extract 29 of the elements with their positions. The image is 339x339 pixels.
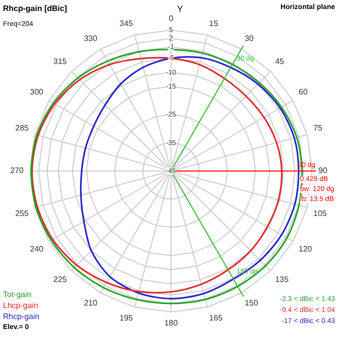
chart-title: Rhcp-gain [dBic] [3,4,67,13]
spoke-label: 345 [119,19,134,28]
spoke-label: 255 [15,209,30,218]
spoke-label: 150 [244,298,259,308]
spoke-label: 315 [53,57,68,66]
spoke-label: 240 [30,244,44,254]
spoke-label: 15 [209,19,219,28]
spoke-label: 180 [164,318,178,328]
spoke-label: 285 [15,123,30,132]
spoke-label: 60 [298,88,308,97]
spoke-label: 30 [244,34,254,43]
spoke-label: 195 [119,313,134,322]
spoke-label: 270 [10,166,24,176]
spoke-label: 135 [275,275,290,284]
spoke-label: 225 [53,275,68,284]
spoke-label: 300 [30,88,44,97]
spoke-label: 75 [313,123,323,132]
spoke-label: 330 [84,34,98,43]
spoke-label: 0 [168,14,174,24]
spoke-label: 45 [275,57,285,66]
spoke-label: 120 [298,244,313,254]
text: Rhcp-gain [3,311,40,322]
spoke-label: 90 [318,166,328,176]
spoke-label: 210 [84,298,98,308]
text: Y [177,4,184,14]
spoke-label: 165 [209,313,224,322]
spoke-label: 105 [313,209,328,218]
text: Tot-gain [3,289,32,300]
text: Lhcp-gain [3,300,40,311]
